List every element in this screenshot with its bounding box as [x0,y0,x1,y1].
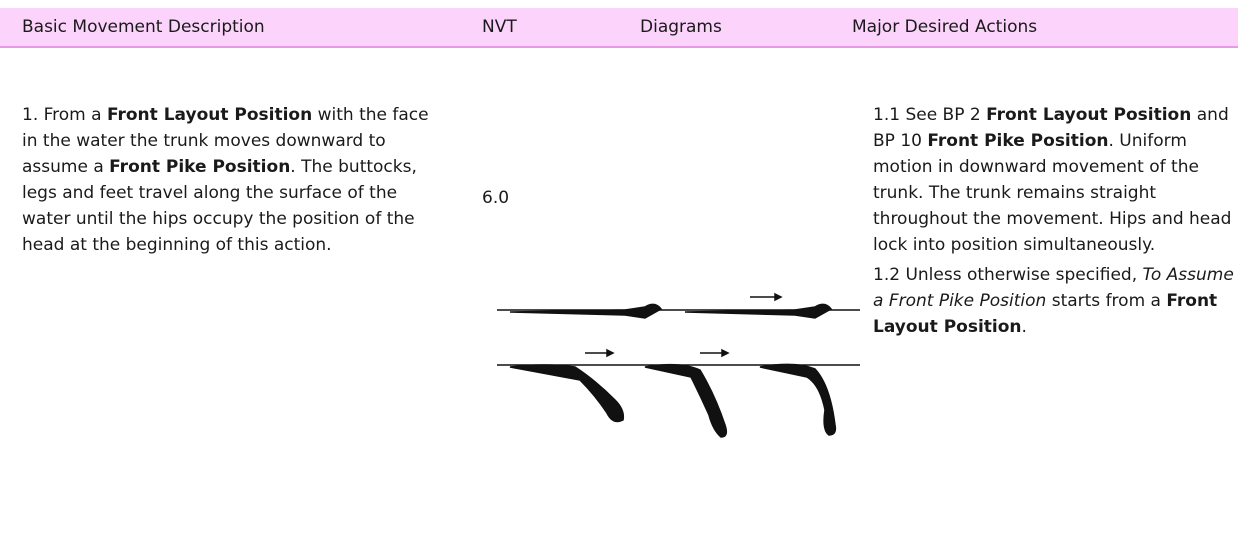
text-run: 1.2 Unless otherwise specified, [873,265,1143,285]
column-header: NVT [482,17,517,37]
text-run: To Assume a Front Pike Position [873,265,1234,311]
column-header: Diagrams [640,17,722,37]
text-run: . The buttocks, legs and feet travel alo… [22,157,417,255]
actions-cell: 1.1 See BP 2 Front Layout Position and B… [873,102,1238,344]
diagram [497,292,860,438]
text-run: with the face in the water the trunk mov… [22,105,429,177]
text-run: Front Pike Position [109,157,291,177]
nvt-cell: 6.0 [482,188,510,208]
description-cell: 1. From a Front Layout Position with the… [22,102,447,262]
table-header: Basic Movement Description NVT Diagrams … [0,8,1238,48]
paragraph: 1. From a Front Layout Position with the… [22,102,447,258]
text-run: 1. From a [22,105,107,125]
text-run: . [1021,317,1027,337]
text-run: starts from a [1046,291,1167,311]
column-header: Major Desired Actions [852,17,1038,37]
paragraph: 1.2 Unless otherwise specified, To Assum… [873,262,1238,340]
text-run: Front Layout Position [986,105,1192,125]
text-run: Front Layout Position [106,105,313,125]
text-run: . Uniform motion in downward movement of… [873,131,1232,255]
column-header: Basic Movement Description [22,17,265,37]
text-run: Front Pike Position [927,131,1109,151]
paragraph: 1.1 See BP 2 Front Layout Position and B… [873,102,1238,258]
text-run: and BP 10 [873,105,1229,151]
text-run: Front Layout Position [873,291,1218,337]
text-run: 1.1 See BP 2 [873,105,987,125]
